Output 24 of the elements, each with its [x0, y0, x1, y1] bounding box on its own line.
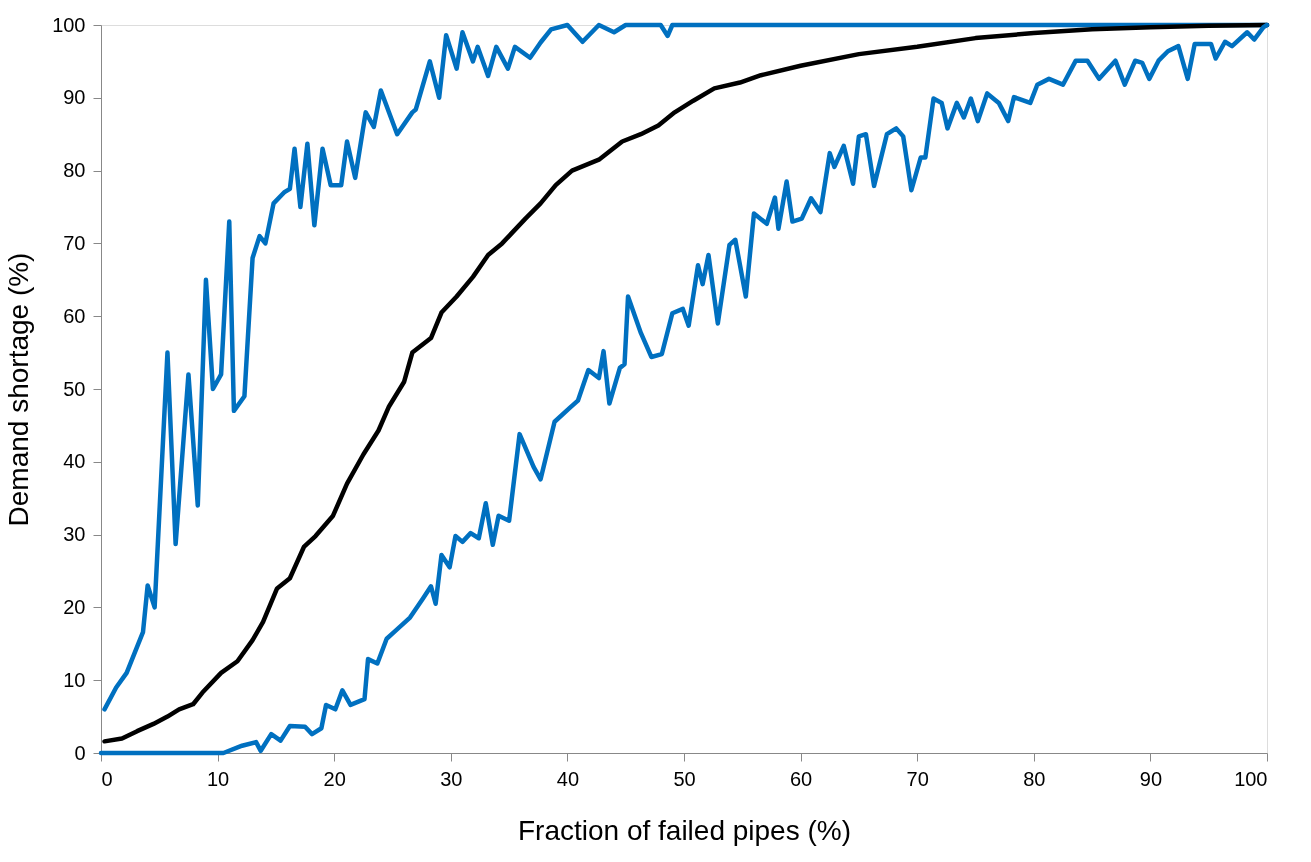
y-axis-title: Demand shortage (%)	[3, 252, 35, 527]
x-tick-label: 60	[789, 767, 813, 790]
x-tick-label: 90	[1139, 767, 1163, 790]
x-tick-label: 30	[440, 767, 463, 790]
x-tick-label: 80	[1023, 767, 1046, 790]
x-tick-label: 10	[206, 767, 230, 790]
y-tick-label: 10	[63, 668, 86, 691]
x-tick-label: 0	[101, 767, 113, 790]
y-tick-label: 50	[63, 377, 86, 400]
y-tick-label: 100	[52, 13, 86, 36]
y-tick-label: 70	[63, 231, 86, 254]
y-tick-label: 0	[74, 741, 86, 764]
x-axis-title: Fraction of failed pipes (%)	[517, 814, 852, 846]
x-tick-label: 20	[323, 767, 346, 790]
x-tick-label: 50	[673, 767, 696, 790]
y-tick-label: 60	[63, 304, 86, 327]
y-tick-label: 40	[63, 450, 86, 473]
y-tick-label: 20	[63, 595, 86, 618]
x-tick-label: 70	[906, 767, 929, 790]
y-tick-label: 80	[63, 159, 86, 182]
y-tick-label: 30	[63, 523, 86, 546]
x-tick-label: 40	[556, 767, 580, 790]
x-tick-label: 100	[1234, 767, 1268, 790]
y-tick-label: 90	[63, 86, 86, 109]
